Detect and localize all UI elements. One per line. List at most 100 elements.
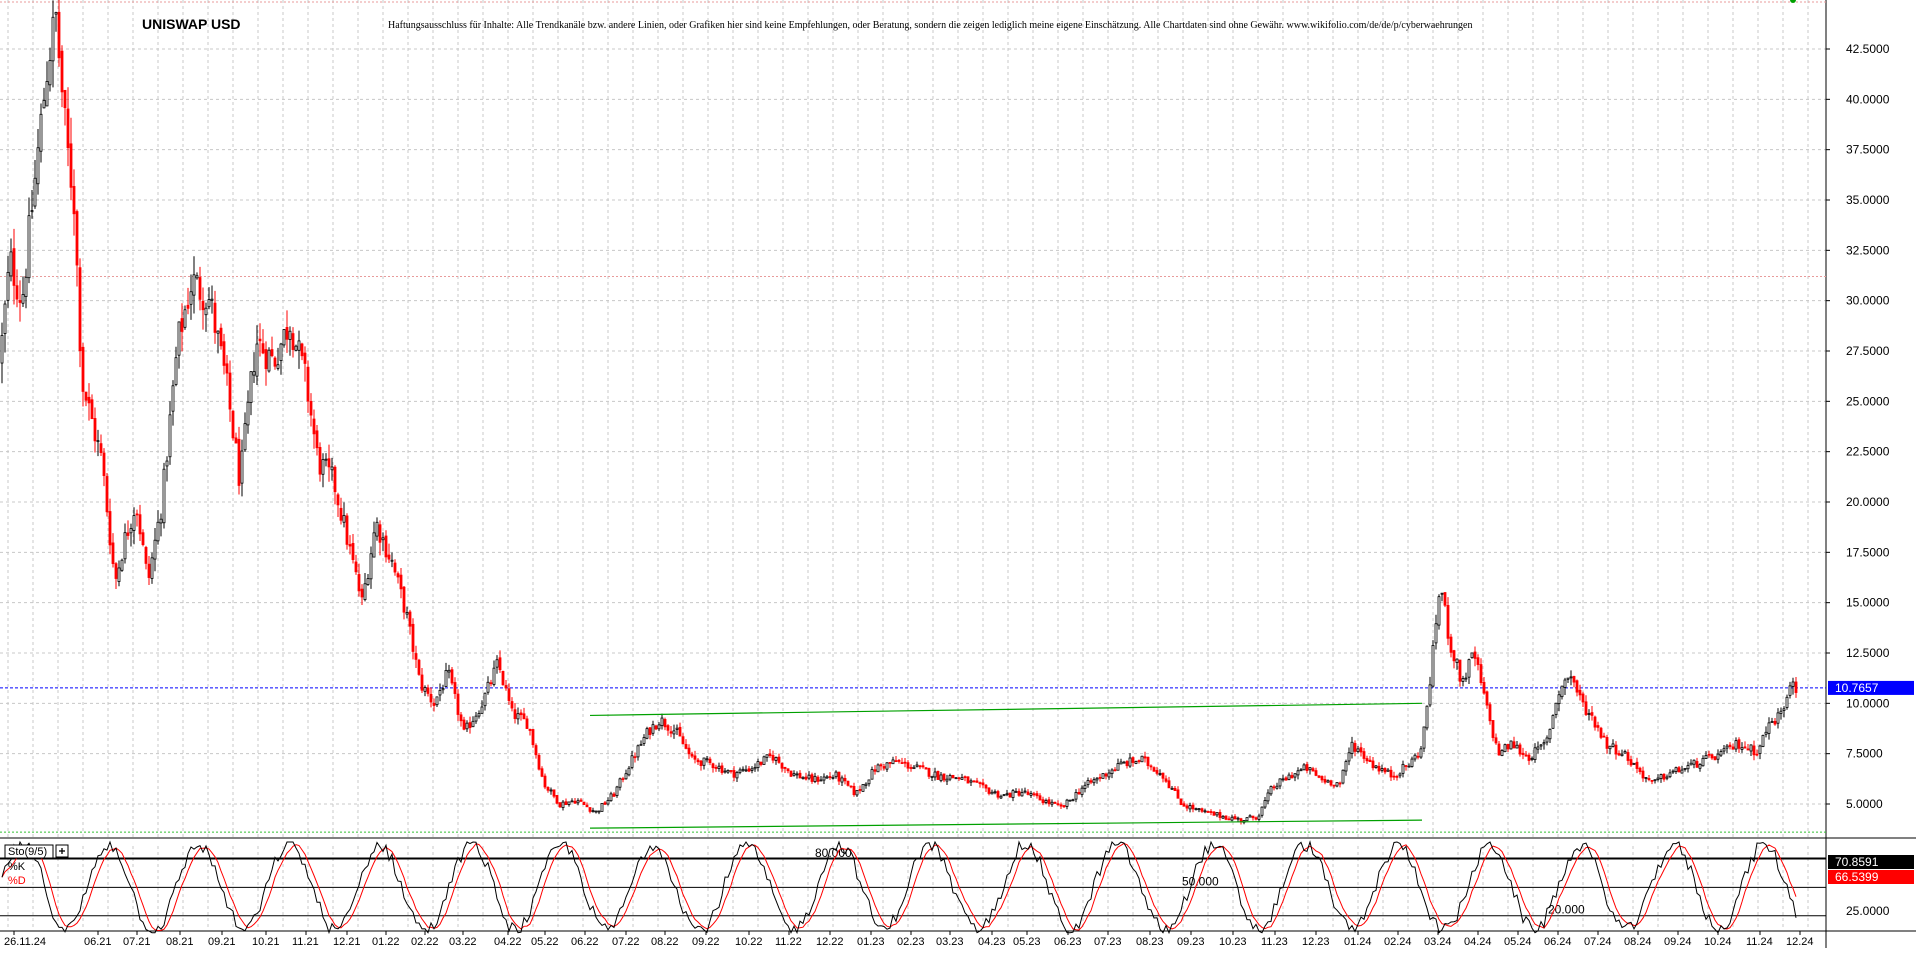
- candle-body: [1476, 657, 1480, 665]
- candle-body: [1215, 812, 1219, 816]
- candle-body: [1200, 808, 1204, 812]
- candle-body: [1506, 743, 1510, 750]
- candle-body: [1713, 756, 1717, 761]
- candle-body: [1473, 651, 1477, 659]
- candle-body: [1248, 815, 1252, 818]
- candle-body: [504, 685, 508, 689]
- candle-body: [129, 528, 133, 534]
- candle-body: [1020, 792, 1024, 797]
- last-price-badge-box: [1828, 680, 1914, 695]
- candle-body: [771, 755, 775, 761]
- candle-body: [1710, 754, 1714, 759]
- candle-body: [570, 800, 574, 803]
- candle-body: [1572, 676, 1576, 683]
- candle-body: [1038, 795, 1042, 801]
- candle-body: [1128, 757, 1132, 767]
- candle-body: [1557, 694, 1561, 705]
- candle-body: [1452, 650, 1456, 662]
- candle-body: [513, 709, 517, 719]
- candle-body: [1224, 815, 1228, 820]
- candle-body: [1110, 769, 1114, 775]
- candle-body: [294, 345, 298, 351]
- candle-body: [165, 460, 169, 467]
- candle-body: [1044, 800, 1048, 803]
- candle-body: [216, 330, 220, 334]
- x-tick-label: 03.24: [1424, 936, 1452, 948]
- candle-body: [528, 728, 532, 731]
- candle-body: [1095, 777, 1099, 781]
- candle-body: [417, 659, 421, 675]
- candle-body: [1257, 815, 1261, 820]
- candle-body: [921, 765, 925, 768]
- candle-body: [9, 251, 13, 277]
- candle-body: [1251, 815, 1255, 819]
- candle-body: [399, 574, 403, 590]
- candle-body: [381, 537, 385, 541]
- candle-body: [1485, 691, 1489, 706]
- candle-body: [144, 547, 148, 564]
- candle-body: [828, 776, 832, 778]
- candle-body: [1467, 659, 1471, 678]
- trendlines: [589, 702, 1423, 829]
- candle-body: [315, 430, 319, 449]
- candle-body: [690, 753, 694, 757]
- x-tick-label: 09.22: [692, 936, 720, 948]
- candle-body: [357, 574, 361, 592]
- candle-body: [1080, 787, 1084, 796]
- candle-body: [84, 391, 88, 401]
- candle-body: [1458, 659, 1462, 682]
- candle-body: [1263, 800, 1267, 808]
- candle-body: [1296, 770, 1300, 776]
- candle-body: [1740, 747, 1744, 750]
- candle-body: [402, 586, 406, 613]
- candle-body: [48, 60, 52, 86]
- candle-body: [1743, 746, 1747, 749]
- candle-body: [270, 349, 274, 357]
- candle-body: [795, 773, 799, 776]
- y-tick-label: 32.5000: [1846, 243, 1890, 257]
- candle-body: [120, 559, 124, 571]
- candle-body: [1119, 761, 1123, 765]
- candle-body: [1092, 779, 1096, 784]
- candle-body: [915, 764, 919, 767]
- candle-body: [672, 730, 676, 735]
- candle-body: [1539, 744, 1543, 747]
- x-tick-label: 07.21: [123, 936, 151, 948]
- candle-body: [846, 780, 850, 786]
- x-tick-label: 07.22: [612, 936, 640, 948]
- candle-body: [735, 771, 739, 779]
- candle-body: [1059, 804, 1063, 807]
- candle-body: [630, 755, 634, 768]
- candle-body: [543, 775, 547, 788]
- candle-body: [1035, 793, 1039, 797]
- candle-body: [486, 681, 490, 693]
- candle-body: [1407, 765, 1411, 768]
- trendline: [589, 702, 1423, 717]
- candle-body: [1518, 744, 1522, 755]
- y-tick-label: 5.0000: [1846, 797, 1883, 811]
- candle-body: [843, 777, 847, 782]
- candle-body: [1152, 767, 1156, 772]
- candle-body: [939, 774, 943, 782]
- candle-body: [72, 186, 76, 215]
- candle-body: [1521, 752, 1525, 755]
- candle-body: [1437, 596, 1441, 626]
- candle-body: [1098, 776, 1102, 779]
- candle-body: [831, 776, 835, 779]
- candle-body: [1335, 782, 1339, 787]
- candle-body: [99, 443, 103, 453]
- candle-body: [6, 271, 10, 301]
- candle-body: [849, 785, 853, 788]
- candle-body: [330, 466, 334, 471]
- candle-body: [351, 543, 355, 560]
- d-value-badge: 66.5399: [1835, 870, 1879, 884]
- candle-body: [1755, 753, 1759, 756]
- candle-body: [558, 802, 562, 808]
- candle-body: [702, 757, 706, 766]
- x-tick-label: 08.24: [1624, 936, 1652, 948]
- candle-body: [1554, 702, 1558, 715]
- candle-body: [156, 521, 160, 542]
- x-tick-label: 12.24: [1786, 936, 1814, 948]
- expand-indicator-icon[interactable]: [55, 844, 69, 858]
